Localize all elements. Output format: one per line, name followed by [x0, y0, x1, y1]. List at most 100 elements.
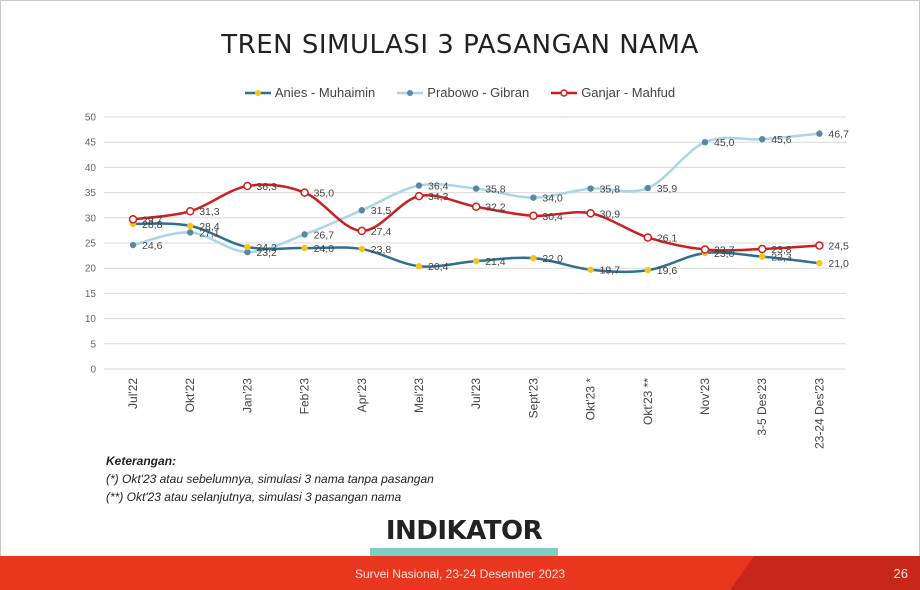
x-tick-label: Sept'23: [526, 378, 540, 419]
point-anies: [415, 262, 423, 270]
data-label-anies: 19,7: [600, 265, 621, 277]
data-label-prabowo: 35,9: [657, 183, 678, 195]
x-tick-label: Okt'23 *: [584, 378, 598, 421]
y-tick-label: 25: [85, 239, 97, 250]
y-tick-label: 15: [85, 289, 97, 300]
data-label-ganjar: 36,3: [256, 181, 277, 193]
x-tick-label: Okt'22: [183, 378, 197, 413]
x-tick-label: Okt'23 **: [641, 378, 655, 425]
data-label-prabowo: 35,8: [600, 184, 621, 196]
legend-item-anies: Anies - Muhaimin: [244, 85, 376, 100]
point-prabowo: [358, 207, 365, 214]
data-label-ganjar: 31,3: [199, 206, 220, 218]
notes-heading: Keterangan:: [106, 454, 177, 468]
data-label-anies: 28,8: [142, 219, 163, 231]
data-label-anies: 21,4: [485, 256, 506, 268]
point-prabowo: [301, 231, 308, 238]
data-label-prabowo: 46,7: [828, 129, 849, 141]
y-tick-label: 5: [90, 339, 96, 350]
data-label-ganjar: 34,3: [428, 191, 449, 203]
legend-swatch-anies: [244, 89, 271, 96]
legend-label-anies: Anies - Muhaimin: [274, 85, 376, 100]
point-ganjar: [815, 241, 824, 250]
legend-item-ganjar: Ganjar - Mahfud: [551, 85, 675, 100]
point-prabowo: [473, 185, 480, 192]
data-label-prabowo: 27,1: [199, 227, 220, 239]
data-label-prabowo: 24,6: [142, 240, 163, 252]
point-anies: [587, 266, 594, 273]
data-label-ganjar: 32,2: [485, 202, 506, 214]
data-label-prabowo: 35,8: [485, 184, 506, 196]
x-tick-label: Apr'23: [355, 378, 369, 413]
data-label-prabowo: 26,7: [314, 229, 335, 241]
data-label-anies: 22,0: [542, 253, 563, 265]
indikator-logo: INDIKATOR: [370, 516, 558, 560]
point-prabowo: [129, 241, 137, 249]
legend-label-ganjar: Ganjar - Mahfud: [581, 85, 676, 100]
chart-legend: Anies - Muhaimin Prabowo - Gibran Ganjar…: [0, 85, 920, 100]
point-ganjar: [757, 244, 767, 254]
point-ganjar: [357, 226, 367, 236]
y-tick-label: 45: [85, 138, 97, 149]
data-label-anies: 23,8: [371, 244, 392, 256]
point-ganjar: [586, 209, 595, 218]
point-ganjar: [300, 188, 309, 197]
data-label-anies: 20,4: [428, 261, 449, 273]
notes-line-1: (*) Okt'23 atau sebelumnya, simulasi 3 n…: [106, 472, 434, 486]
point-anies: [816, 259, 823, 267]
data-label-ganjar: 35,0: [314, 188, 335, 200]
point-prabowo: [701, 139, 709, 146]
point-ganjar: [643, 233, 653, 242]
data-label-prabowo: 34,0: [542, 193, 563, 205]
point-ganjar: [529, 211, 538, 221]
footer-accent: [730, 556, 920, 590]
data-label-prabowo: 31,5: [371, 205, 392, 217]
page-number: 26: [893, 566, 908, 581]
point-anies: [244, 243, 251, 251]
data-label-anies: 23,0: [714, 248, 735, 260]
legend-swatch-ganjar: [551, 88, 578, 97]
data-label-anies: 19,6: [657, 265, 678, 277]
x-tick-label: Jul'23: [469, 378, 483, 409]
x-tick-label: Jul'22: [126, 378, 140, 409]
point-anies: [759, 253, 766, 260]
point-anies: [301, 244, 308, 252]
point-prabowo: [816, 130, 823, 137]
x-tick-label: 3-5 Des'23: [755, 378, 769, 436]
data-label-anies: 24,0: [314, 243, 335, 255]
point-ganjar: [471, 202, 481, 211]
point-anies: [530, 254, 537, 262]
x-tick-label: Nov'23: [698, 378, 712, 415]
data-label-anies: 22,3: [771, 252, 792, 264]
y-tick-label: 50: [85, 113, 97, 124]
point-prabowo: [759, 135, 766, 143]
point-ganjar: [414, 191, 424, 201]
point-prabowo: [587, 185, 594, 192]
data-label-ganjar: 26,1: [657, 232, 678, 244]
point-ganjar: [185, 206, 195, 216]
x-tick-label: Jan'23: [240, 378, 254, 413]
y-tick-label: 0: [90, 365, 96, 376]
legend-swatch-prabowo: [397, 89, 424, 96]
data-label-prabowo: 45,0: [714, 137, 735, 149]
point-anies: [644, 267, 651, 274]
point-anies: [358, 245, 365, 253]
data-label-ganjar: 24,5: [828, 241, 849, 253]
data-label-prabowo: 36,4: [428, 181, 449, 193]
data-label-ganjar: 27,4: [371, 226, 392, 238]
chart-title: TREN SIMULASI 3 PASANGAN NAMA: [221, 30, 699, 60]
legend-label-prabowo: Prabowo - Gibran: [427, 85, 530, 100]
point-prabowo: [415, 182, 423, 189]
data-label-anies: 21,0: [828, 258, 849, 270]
y-tick-label: 30: [85, 213, 97, 224]
data-label-ganjar: 23,8: [771, 244, 792, 256]
data-label-anies: 24,2: [256, 242, 277, 254]
x-tick-label: Mei'23: [412, 378, 426, 413]
point-prabowo: [644, 184, 651, 192]
y-tick-label: 20: [85, 264, 97, 275]
y-tick-label: 35: [85, 188, 97, 199]
data-label-anies: 28,4: [199, 221, 220, 233]
data-label-ganjar: 30,4: [542, 211, 563, 223]
point-prabowo: [244, 248, 251, 256]
y-tick-label: 10: [85, 314, 97, 325]
